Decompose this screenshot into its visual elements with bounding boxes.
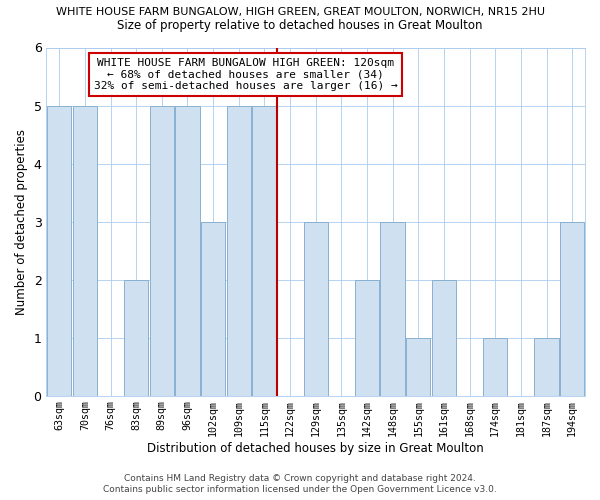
Text: WHITE HOUSE FARM BUNGALOW, HIGH GREEN, GREAT MOULTON, NORWICH, NR15 2HU: WHITE HOUSE FARM BUNGALOW, HIGH GREEN, G… xyxy=(56,8,545,18)
Bar xyxy=(535,338,559,396)
Bar xyxy=(149,106,174,396)
Bar xyxy=(406,338,430,396)
Bar xyxy=(432,280,456,396)
Bar xyxy=(304,222,328,396)
Bar xyxy=(201,222,226,396)
Bar xyxy=(560,222,584,396)
Text: Contains HM Land Registry data © Crown copyright and database right 2024.
Contai: Contains HM Land Registry data © Crown c… xyxy=(103,474,497,494)
Bar xyxy=(483,338,508,396)
Bar xyxy=(355,280,379,396)
Text: Size of property relative to detached houses in Great Moulton: Size of property relative to detached ho… xyxy=(117,18,483,32)
Bar xyxy=(252,106,277,396)
Bar xyxy=(175,106,200,396)
Y-axis label: Number of detached properties: Number of detached properties xyxy=(15,128,28,314)
Bar xyxy=(47,106,71,396)
Bar xyxy=(380,222,405,396)
X-axis label: Distribution of detached houses by size in Great Moulton: Distribution of detached houses by size … xyxy=(148,442,484,455)
Bar xyxy=(73,106,97,396)
Bar xyxy=(124,280,148,396)
Bar xyxy=(227,106,251,396)
Text: WHITE HOUSE FARM BUNGALOW HIGH GREEN: 120sqm
← 68% of detached houses are smalle: WHITE HOUSE FARM BUNGALOW HIGH GREEN: 12… xyxy=(94,58,398,91)
